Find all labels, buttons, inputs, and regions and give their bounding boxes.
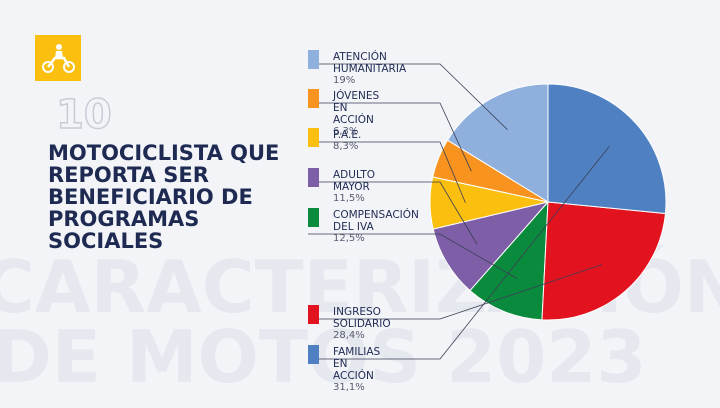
leader-line (308, 141, 466, 203)
legend-label: JÓVENES EN ACCIÓN 6,3% (333, 90, 380, 137)
data-label: 19% (333, 75, 356, 86)
legend-swatch (308, 50, 319, 69)
leader-line (308, 63, 508, 131)
leader-line (308, 146, 610, 360)
motorcycle-icon (42, 44, 75, 73)
legend-label: COMPENSACIÓN DEL IVA 12,5% (333, 209, 419, 244)
legend-label: INGRESO SOLIDARIO 28,4% (333, 306, 391, 341)
legend-swatch (308, 305, 319, 324)
chart-title: MOTOCICLISTA QUE REPORTA SER BENEFICIARI… (48, 141, 280, 253)
data-label: 6,3% (333, 126, 359, 137)
data-label: 31,1% (333, 382, 365, 393)
leader-line (308, 102, 472, 172)
pie-slice (446, 83, 549, 203)
leader-line (308, 233, 518, 279)
badge-number: 10 (56, 92, 112, 138)
leader-line (308, 264, 603, 320)
data-label: 8,3% (333, 141, 359, 152)
watermark: DE MOTOS 2023 (0, 315, 647, 399)
pie-slice (469, 200, 549, 321)
data-label: 12,5% (333, 233, 365, 244)
pie-slice (432, 201, 550, 292)
legend-label: ATENCIÓN HUMANITARIA 19% (333, 51, 407, 86)
legend-swatch (308, 89, 319, 108)
legend-label: ADULTO MAYOR 11,5% (333, 169, 376, 204)
data-label: 11,5% (333, 193, 365, 204)
legend-swatch (308, 168, 319, 187)
leader-line (308, 181, 478, 245)
legend-swatch (308, 208, 319, 227)
data-label: 28,4% (333, 330, 365, 341)
legend-label: P.A.E. 8,3% (333, 129, 362, 152)
legend-swatch (308, 128, 319, 147)
legend-swatch (308, 345, 319, 364)
legend-label: FAMILIAS EN ACCIÓN 31,1% (333, 346, 381, 393)
pie-slice (541, 201, 666, 321)
